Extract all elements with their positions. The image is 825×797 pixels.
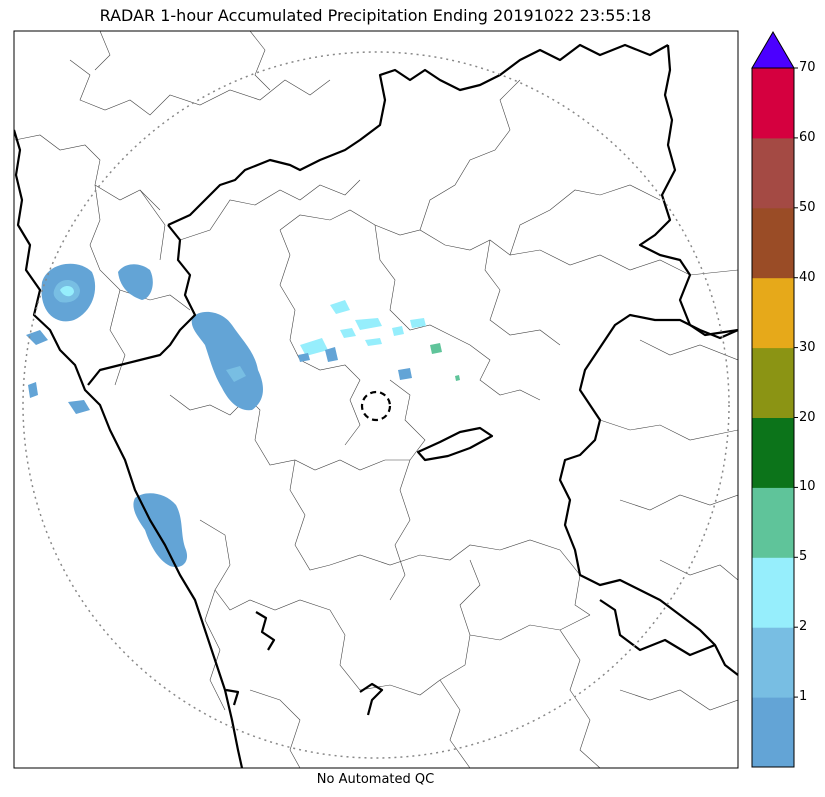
colorbar-segment	[752, 627, 794, 698]
colorbar-tick-label: 2	[799, 619, 808, 635]
colorbar-tick-label: 20	[799, 409, 816, 425]
map-frame	[13, 30, 739, 769]
colorbar-segment	[752, 207, 794, 279]
colorbar-tick-label: 40	[799, 269, 816, 285]
state-boundaries	[14, 43, 738, 768]
map-content	[14, 31, 738, 768]
radar-range-ring	[22, 51, 730, 759]
colorbar-tick-label: 1	[799, 689, 808, 705]
map-subtitle: No Automated QC	[316, 772, 435, 787]
colorbar-segment	[752, 487, 794, 558]
colorbar	[751, 31, 798, 768]
district-boundaries	[14, 31, 738, 768]
colorbar-extend-arrow	[751, 31, 795, 69]
colorbar-tick-label: 30	[799, 339, 816, 355]
colorbar-tick-label: 5	[799, 549, 808, 565]
colorbar-segment	[752, 347, 794, 418]
map-title: RADAR 1-hour Accumulated Precipitation E…	[99, 6, 652, 25]
colorbar-tick-label: 70	[799, 60, 816, 75]
colorbar-segment	[752, 417, 794, 488]
colorbar-segment	[752, 68, 794, 139]
colorbar-segment	[752, 697, 794, 768]
colorbar-segment	[752, 557, 794, 628]
colorbar-segment	[752, 277, 794, 349]
colorbar-tick-label: 50	[799, 199, 816, 215]
colorbar-tick-label: 10	[799, 479, 816, 495]
colorbar-tick-label: 60	[799, 129, 816, 145]
radar-site-marker	[360, 390, 392, 422]
colorbar-segment	[752, 137, 794, 209]
precipitation-echoes	[26, 263, 460, 568]
